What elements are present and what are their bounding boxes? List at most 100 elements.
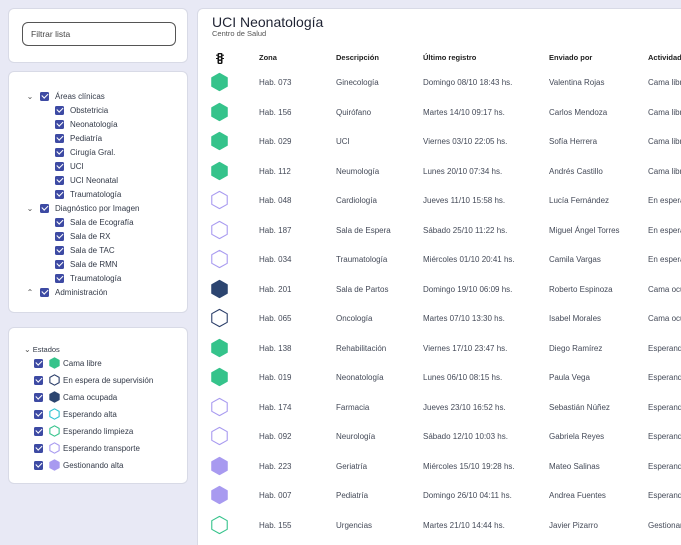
- column-header-ultimo-registro[interactable]: Último registro: [423, 53, 477, 62]
- tree-item[interactable]: Traumatología: [55, 188, 121, 200]
- checkbox[interactable]: [55, 175, 64, 185]
- tree-item[interactable]: Neonatología: [55, 118, 118, 130]
- tree-item[interactable]: Cirugía Gral.: [55, 146, 115, 158]
- legend-item-gestionando[interactable]: Gestionando alta: [34, 459, 124, 471]
- checkbox[interactable]: [55, 189, 64, 199]
- legend-item-ocupada[interactable]: Cama ocupada: [34, 391, 117, 403]
- tree-group-2[interactable]: ⌃ Administración: [25, 286, 107, 298]
- hexagon-status-icon: [49, 408, 60, 420]
- checkbox[interactable]: [55, 231, 64, 241]
- table-cell-descripcion: UCI: [336, 137, 350, 146]
- checkbox[interactable]: [40, 287, 49, 297]
- table-cell-zona: Hab. 073: [259, 78, 292, 87]
- table-cell-registro: Viernes 03/10 22:05 hs.: [423, 137, 508, 146]
- table-cell-actividad: Cama libre: [648, 166, 681, 176]
- hexagon-status-icon: [211, 426, 228, 446]
- table-cell-enviado: Camila Vargas: [549, 255, 601, 264]
- tree-item[interactable]: Sala de RX: [55, 230, 110, 242]
- tree-item[interactable]: UCI: [55, 160, 84, 172]
- chevron-down-icon[interactable]: ⌄: [24, 344, 31, 354]
- chevron-down-icon[interactable]: ⌄: [26, 203, 34, 213]
- tree-item[interactable]: Pediatría: [55, 132, 102, 144]
- checkbox[interactable]: [55, 161, 64, 171]
- hexagon-status-icon: [49, 357, 60, 369]
- table-cell-descripcion: Sala de Partos: [336, 284, 389, 294]
- table-cell-enviado: Sofía Herrera: [549, 137, 598, 146]
- table-cell-actividad: Cama libre: [648, 78, 681, 87]
- legend-item-label: Cama libre: [63, 358, 102, 368]
- table-cell-enviado: Andrea Fuentes: [549, 491, 606, 500]
- table-cell-enviado: Lucía Fernández: [549, 196, 610, 205]
- chevron-down-icon[interactable]: ⌄: [26, 91, 34, 101]
- checkbox[interactable]: [34, 375, 43, 385]
- status-cell: [210, 279, 229, 299]
- tree-item[interactable]: Traumatología: [55, 272, 121, 284]
- table-cell-actividad: Esperando: [648, 491, 681, 500]
- legend-item-libre[interactable]: Cama libre: [34, 357, 102, 369]
- table-cell-enviado: Javier Pizarro: [549, 520, 598, 530]
- legend-item-limpieza[interactable]: Esperando limpieza: [34, 425, 133, 437]
- tree-item[interactable]: UCI Neonatal: [55, 174, 118, 186]
- table-cell-enviado: Gabriela Reyes: [549, 432, 605, 441]
- status-cell: [210, 338, 229, 358]
- checkbox[interactable]: [55, 105, 64, 115]
- checkbox[interactable]: [34, 358, 43, 368]
- checkbox[interactable]: [34, 460, 43, 470]
- tree-item-label: Traumatología: [70, 273, 122, 283]
- tree-group-label: Diagnóstico por Imagen: [55, 203, 140, 213]
- tree-item[interactable]: Obstetricia: [55, 104, 108, 116]
- tree-item-label: Traumatología: [70, 189, 122, 199]
- tree-group-1[interactable]: ⌄ Diagnóstico por Imagen: [25, 202, 140, 214]
- table-cell-enviado: Valentina Rojas: [549, 78, 605, 87]
- checkbox[interactable]: [34, 409, 43, 419]
- legend-title: Estados: [32, 344, 60, 354]
- table-cell-registro: Jueves 23/10 16:52 hs.: [423, 402, 506, 412]
- checkbox[interactable]: [40, 91, 49, 101]
- hexagon-status-icon: [211, 190, 228, 210]
- column-header-descripcion[interactable]: Descripción: [336, 53, 379, 62]
- legend-item-espera[interactable]: En espera de supervisión: [34, 374, 153, 386]
- legend-item-transporte[interactable]: Esperando transporte: [34, 442, 140, 454]
- chevron-up-icon[interactable]: ⌃: [26, 287, 34, 297]
- tree-item[interactable]: Sala de TAC: [55, 244, 115, 256]
- checkbox[interactable]: [55, 217, 64, 227]
- table-cell-registro: Lunes 06/10 08:15 hs.: [423, 373, 503, 382]
- hexagon-status-icon: [211, 102, 228, 121]
- checkbox[interactable]: [55, 245, 64, 255]
- checkbox[interactable]: [55, 119, 64, 129]
- column-header-actividad[interactable]: Actividad: [648, 53, 681, 62]
- table-cell-descripcion: Traumatología: [336, 255, 388, 264]
- checkbox[interactable]: [55, 133, 64, 143]
- table-cell-registro: Miércoles 01/10 20:41 hs.: [423, 255, 515, 264]
- column-header-zona[interactable]: Zona: [259, 53, 277, 62]
- table-cell-actividad: Esperando: [648, 461, 681, 471]
- hexagon-status-icon: [49, 391, 60, 403]
- checkbox[interactable]: [34, 392, 43, 402]
- table-cell-descripcion: Rehabilitación: [336, 343, 387, 353]
- legend-toggle[interactable]: ⌄ Estados: [24, 343, 60, 355]
- checkbox[interactable]: [55, 273, 64, 283]
- checkbox[interactable]: [55, 147, 64, 157]
- table-cell-enviado: Mateo Salinas: [549, 461, 600, 471]
- table-cell-zona: Hab. 201: [259, 284, 292, 294]
- tree-item[interactable]: Sala de Ecografía: [55, 216, 134, 228]
- page-title: UCI Neonatología: [212, 14, 324, 30]
- tree-item-label: Sala de TAC: [70, 245, 115, 255]
- status-cell: [210, 102, 229, 122]
- hexagon-status-icon: [211, 220, 228, 239]
- filter-input[interactable]: [22, 22, 176, 46]
- table-cell-enviado: Roberto Espinoza: [549, 284, 613, 294]
- tree-group-0[interactable]: ⌄ Áreas clínicas: [25, 90, 105, 102]
- table-cell-actividad: En espera: [648, 196, 681, 205]
- column-header-enviado-por[interactable]: Enviado por: [549, 53, 593, 62]
- legend-item-alta[interactable]: Esperando alta: [34, 408, 117, 420]
- table-cell-actividad: Esperando: [648, 432, 681, 441]
- checkbox[interactable]: [40, 203, 49, 213]
- table-cell-descripcion: Urgencias: [336, 520, 373, 530]
- checkbox[interactable]: [34, 443, 43, 453]
- tree-item[interactable]: Sala de RMN: [55, 258, 118, 270]
- checkbox[interactable]: [34, 426, 43, 436]
- status-cell: [210, 515, 229, 535]
- checkbox[interactable]: [55, 259, 64, 269]
- table-cell-descripcion: Quirófano: [336, 107, 372, 117]
